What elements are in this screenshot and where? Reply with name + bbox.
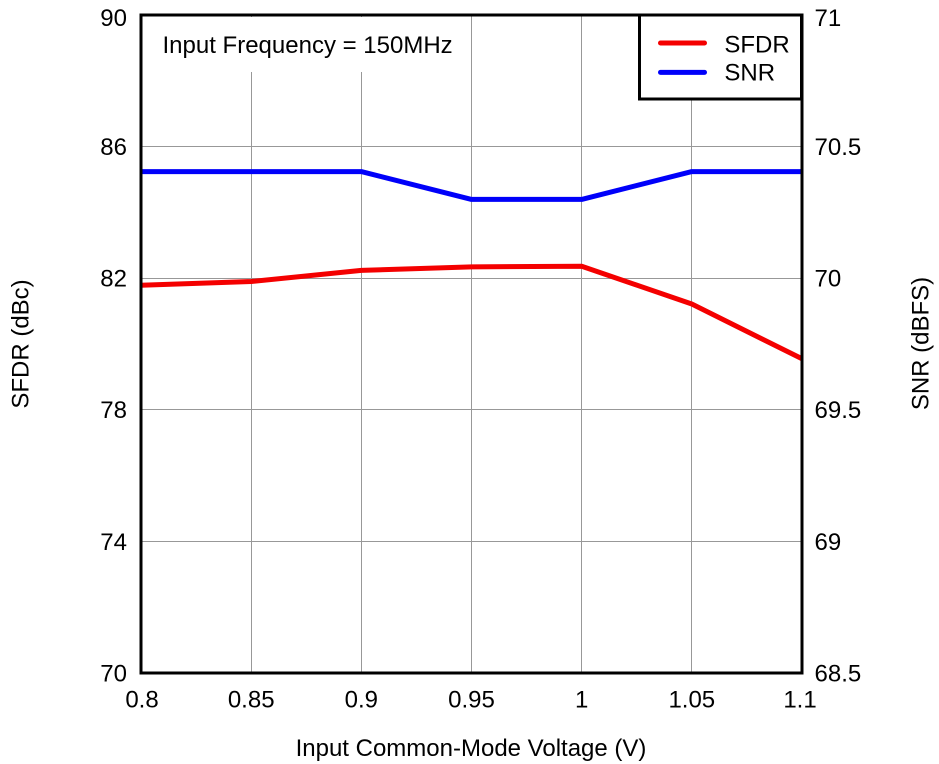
svg-text:1: 1 [575, 687, 588, 714]
svg-text:90: 90 [100, 5, 127, 32]
svg-text:Input Common-Mode Voltage (V): Input Common-Mode Voltage (V) [296, 735, 647, 762]
svg-text:69.5: 69.5 [815, 397, 862, 424]
svg-text:68.5: 68.5 [815, 661, 862, 688]
svg-text:SFDR (dBc): SFDR (dBc) [8, 279, 35, 408]
svg-text:71: 71 [815, 5, 842, 32]
svg-text:69: 69 [815, 529, 842, 556]
svg-text:70: 70 [100, 661, 127, 688]
svg-text:70.5: 70.5 [815, 134, 862, 161]
svg-text:0.85: 0.85 [228, 687, 275, 714]
svg-text:Input Frequency = 150MHz: Input Frequency = 150MHz [163, 32, 453, 59]
svg-text:0.8: 0.8 [125, 687, 158, 714]
svg-text:1.1: 1.1 [783, 687, 816, 714]
svg-text:0.9: 0.9 [345, 687, 378, 714]
svg-text:SFDR: SFDR [724, 31, 789, 58]
svg-text:SNR: SNR [724, 60, 775, 87]
svg-text:86: 86 [100, 134, 127, 161]
svg-text:70: 70 [815, 266, 842, 293]
svg-text:74: 74 [100, 529, 127, 556]
svg-text:0.95: 0.95 [448, 687, 495, 714]
svg-text:1.05: 1.05 [668, 687, 715, 714]
svg-text:82: 82 [100, 266, 127, 293]
svg-text:SNR (dBFS): SNR (dBFS) [908, 277, 935, 410]
svg-text:78: 78 [100, 397, 127, 424]
